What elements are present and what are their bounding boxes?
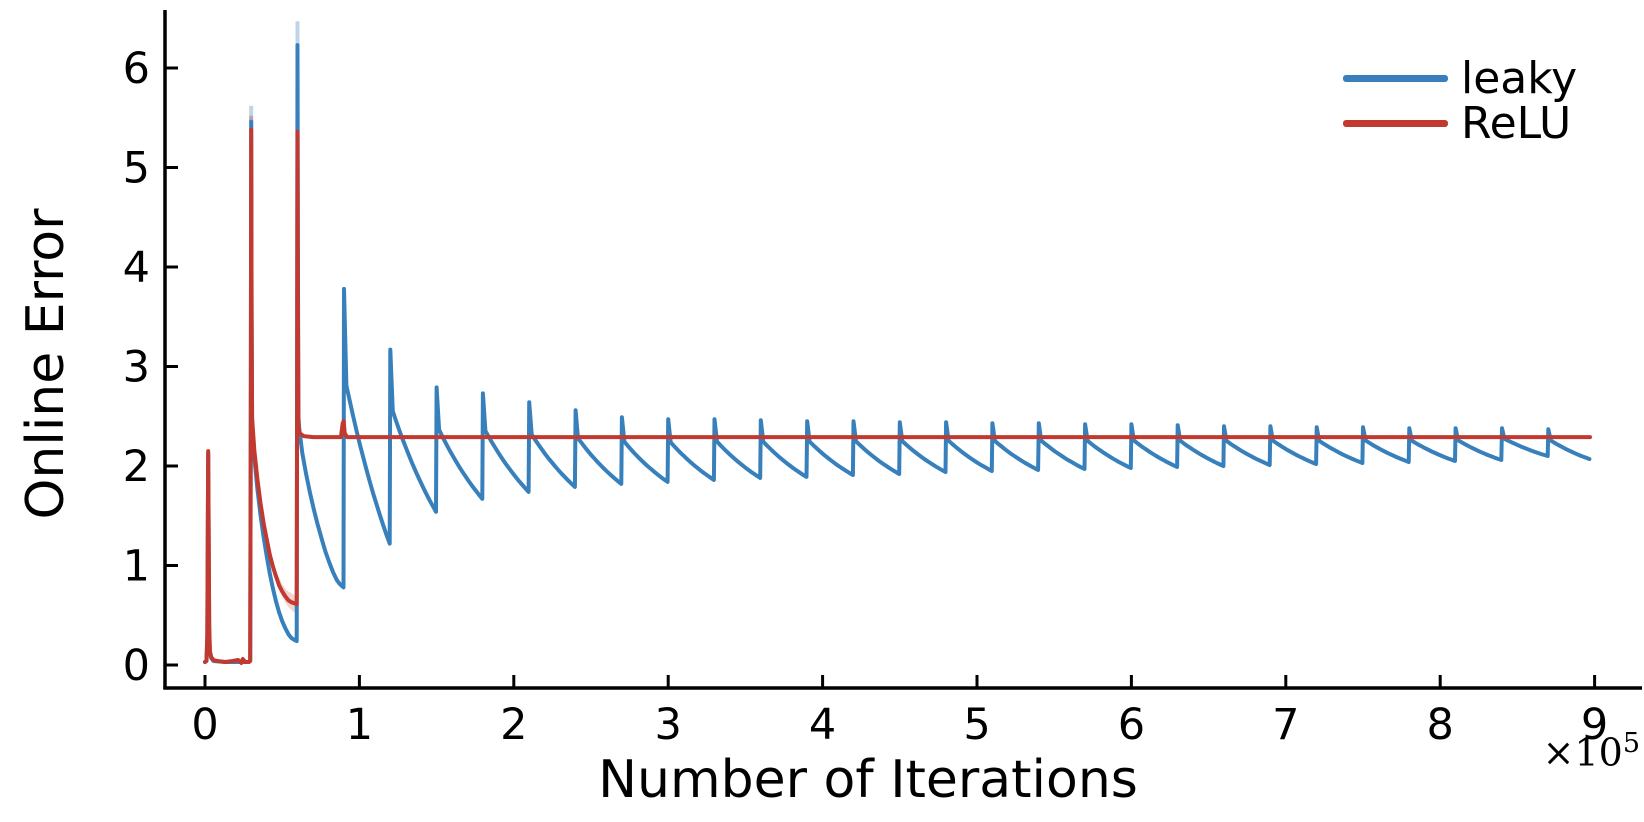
x-tick-label: 7 bbox=[1272, 700, 1299, 750]
y-axis-title: Online Error bbox=[16, 208, 76, 520]
y-tick-label: 3 bbox=[123, 343, 150, 393]
legend: leaky ReLU bbox=[1343, 56, 1577, 146]
legend-item-leaky: leaky bbox=[1343, 56, 1577, 101]
x-tick-label: 8 bbox=[1427, 700, 1454, 750]
series-relu-path bbox=[203, 127, 1592, 665]
legend-label-relu: ReLU bbox=[1461, 97, 1572, 149]
x-tick-label: 3 bbox=[655, 700, 682, 750]
x-axis-title: Number of Iterations bbox=[598, 750, 1138, 810]
y-tick-label: 5 bbox=[123, 144, 150, 194]
exponent-base: ×10 bbox=[1542, 730, 1623, 775]
legend-label-leaky: leaky bbox=[1461, 52, 1578, 104]
series-leaky-path bbox=[203, 43, 1592, 664]
y-tick-label: 1 bbox=[123, 542, 150, 592]
y-tick-label: 2 bbox=[123, 442, 150, 492]
legend-item-relu: ReLU bbox=[1343, 101, 1577, 146]
y-tick-label: 0 bbox=[123, 641, 150, 691]
y-tick-label: 4 bbox=[123, 243, 150, 293]
x-tick-label: 5 bbox=[963, 700, 990, 750]
x-tick-label: 4 bbox=[809, 700, 836, 750]
x-tick-label: 6 bbox=[1118, 700, 1145, 750]
x-tick-label: 1 bbox=[346, 700, 373, 750]
leaky-line-swatch bbox=[1343, 75, 1448, 82]
x-tick-label: 2 bbox=[500, 700, 527, 750]
relu-line-swatch bbox=[1343, 120, 1448, 127]
exponent-power: 5 bbox=[1622, 728, 1640, 759]
x-tick-label: 0 bbox=[191, 700, 218, 750]
y-tick-label: 6 bbox=[123, 44, 150, 94]
x-tick-label: 9 bbox=[1581, 700, 1608, 750]
x-axis-exponent: ×105 bbox=[1543, 728, 1640, 775]
relu-confidence-band bbox=[257, 474, 297, 614]
